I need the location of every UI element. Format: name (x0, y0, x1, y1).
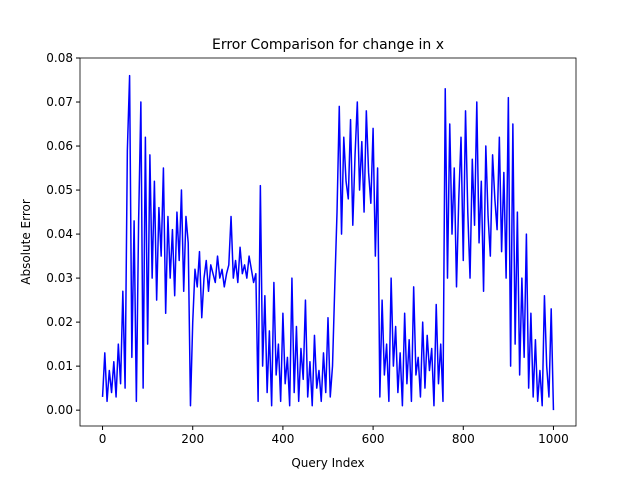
y-tick-label: 0.03 (46, 271, 73, 285)
y-tick-label: 0.01 (46, 359, 73, 373)
y-tick-label: 0.02 (46, 315, 73, 329)
y-tick-label: 0.05 (46, 183, 73, 197)
x-tick-label: 1000 (538, 432, 569, 446)
y-tick-label: 0.07 (46, 95, 73, 109)
y-tick-label: 0.08 (46, 51, 73, 65)
x-tick-label: 200 (181, 432, 204, 446)
y-tick-label: 0.00 (46, 403, 73, 417)
x-tick-label: 0 (99, 432, 107, 446)
x-tick-label: 600 (362, 432, 385, 446)
x-axis-label: Query Index (291, 456, 364, 470)
y-axis-label: Absolute Error (19, 199, 33, 285)
data-line (101, 74, 555, 411)
y-tick-label: 0.04 (46, 227, 73, 241)
x-tick-label: 400 (271, 432, 294, 446)
x-tick-label: 800 (452, 432, 475, 446)
chart-title: Error Comparison for change in x (212, 37, 444, 53)
plot-frame (79, 57, 577, 427)
y-tick-label: 0.06 (46, 139, 73, 153)
